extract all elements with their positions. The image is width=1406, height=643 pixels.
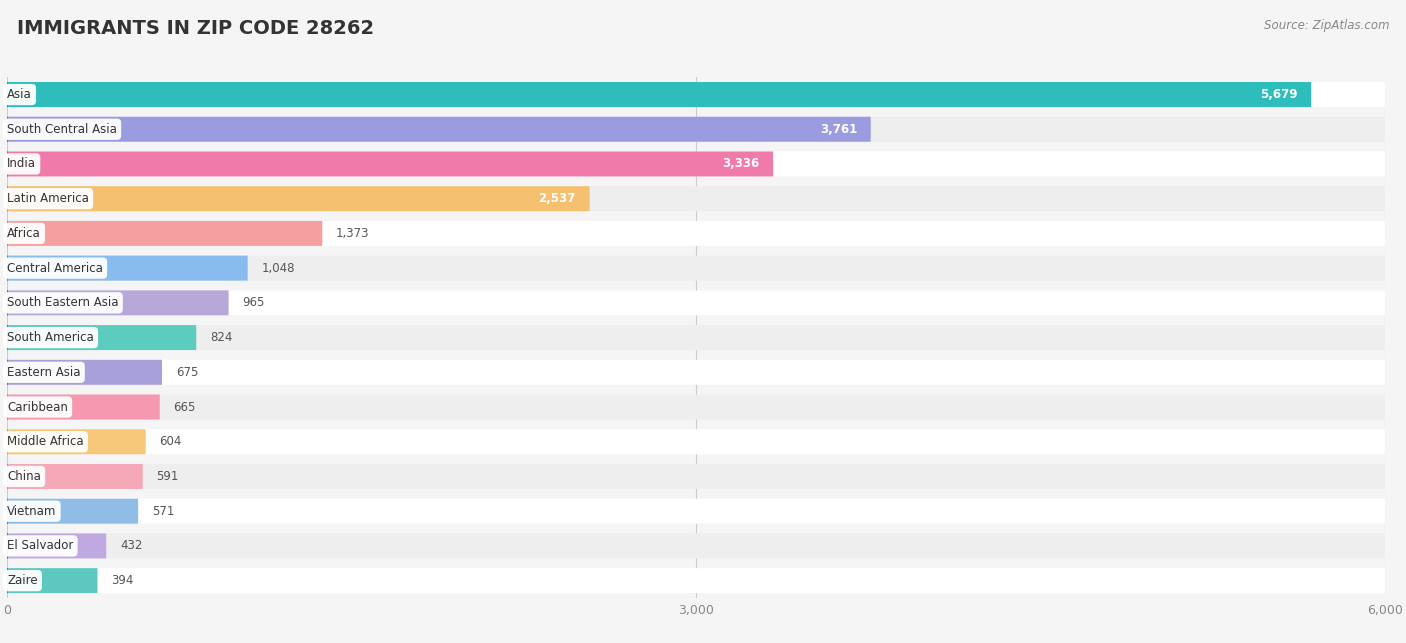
Text: Middle Africa: Middle Africa (7, 435, 84, 448)
FancyBboxPatch shape (7, 82, 1385, 107)
FancyBboxPatch shape (7, 256, 247, 280)
Text: Latin America: Latin America (7, 192, 89, 205)
Text: 675: 675 (176, 366, 198, 379)
FancyBboxPatch shape (7, 82, 1312, 107)
FancyBboxPatch shape (7, 360, 1385, 385)
Text: El Salvador: El Salvador (7, 539, 73, 552)
Text: South Central Asia: South Central Asia (7, 123, 117, 136)
FancyBboxPatch shape (7, 464, 143, 489)
FancyBboxPatch shape (7, 534, 1385, 558)
Text: 591: 591 (156, 470, 179, 483)
FancyBboxPatch shape (7, 291, 1385, 315)
Text: 2,537: 2,537 (538, 192, 576, 205)
Text: 571: 571 (152, 505, 174, 518)
FancyBboxPatch shape (7, 464, 1385, 489)
FancyBboxPatch shape (7, 568, 97, 593)
Text: Africa: Africa (7, 227, 41, 240)
FancyBboxPatch shape (7, 117, 870, 141)
FancyBboxPatch shape (7, 221, 1385, 246)
Text: 824: 824 (209, 331, 232, 344)
FancyBboxPatch shape (7, 395, 1385, 419)
FancyBboxPatch shape (7, 568, 1385, 593)
FancyBboxPatch shape (7, 186, 589, 211)
Text: Source: ZipAtlas.com: Source: ZipAtlas.com (1264, 19, 1389, 32)
Text: South America: South America (7, 331, 94, 344)
Text: 665: 665 (173, 401, 195, 413)
Text: 3,761: 3,761 (820, 123, 856, 136)
Text: 965: 965 (242, 296, 264, 309)
FancyBboxPatch shape (7, 256, 1385, 280)
Text: India: India (7, 158, 37, 170)
Text: Eastern Asia: Eastern Asia (7, 366, 80, 379)
FancyBboxPatch shape (7, 152, 773, 176)
Text: 3,336: 3,336 (723, 158, 759, 170)
FancyBboxPatch shape (7, 534, 107, 558)
Text: 5,679: 5,679 (1260, 88, 1298, 101)
Text: Zaire: Zaire (7, 574, 38, 587)
FancyBboxPatch shape (7, 291, 229, 315)
FancyBboxPatch shape (7, 325, 197, 350)
FancyBboxPatch shape (7, 186, 1385, 211)
FancyBboxPatch shape (7, 325, 1385, 350)
Text: 604: 604 (159, 435, 181, 448)
FancyBboxPatch shape (7, 117, 1385, 141)
Text: China: China (7, 470, 41, 483)
Text: South Eastern Asia: South Eastern Asia (7, 296, 118, 309)
Text: Caribbean: Caribbean (7, 401, 67, 413)
FancyBboxPatch shape (7, 430, 1385, 454)
Text: Vietnam: Vietnam (7, 505, 56, 518)
Text: 432: 432 (120, 539, 142, 552)
FancyBboxPatch shape (7, 395, 160, 419)
Text: 394: 394 (111, 574, 134, 587)
FancyBboxPatch shape (7, 152, 1385, 176)
Text: 1,048: 1,048 (262, 262, 295, 275)
FancyBboxPatch shape (7, 499, 1385, 523)
Text: 1,373: 1,373 (336, 227, 370, 240)
FancyBboxPatch shape (7, 221, 322, 246)
FancyBboxPatch shape (7, 499, 138, 523)
Text: IMMIGRANTS IN ZIP CODE 28262: IMMIGRANTS IN ZIP CODE 28262 (17, 19, 374, 39)
Text: Central America: Central America (7, 262, 103, 275)
FancyBboxPatch shape (7, 360, 162, 385)
FancyBboxPatch shape (7, 430, 146, 454)
Text: Asia: Asia (7, 88, 32, 101)
